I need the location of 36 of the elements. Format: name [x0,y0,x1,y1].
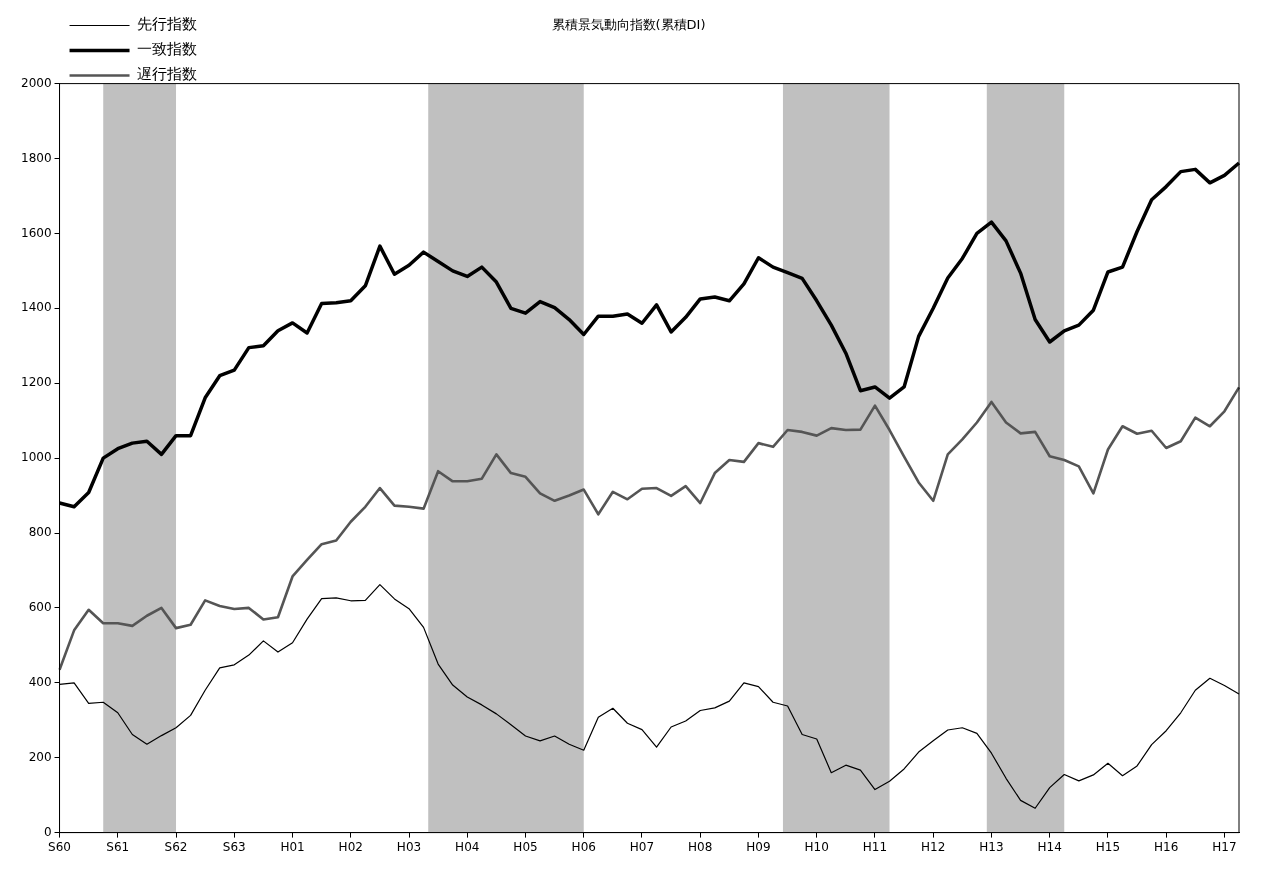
x-tick-label: H13 [979,839,1004,854]
y-tick-label: 1600 [20,225,52,240]
x-tick-label: H01 [280,839,305,854]
y-tick-label: 1400 [20,300,52,315]
x-tick-label: H04 [455,839,480,854]
legend-label: 先行指数 [137,15,198,34]
x-tick-label: S60 [48,839,71,854]
x-tick-label: H11 [862,839,888,854]
x-tick-label: H06 [571,839,596,854]
x-tick-label: S63 [222,839,246,854]
y-tick-label: 1800 [20,150,52,165]
chart-title: 累積景気動向指数(累積DI) [551,17,706,33]
x-tick-label: S62 [164,839,188,854]
x-tick-label: H08 [688,839,713,854]
y-tick-label: 2000 [20,75,52,90]
x-tick-label: H09 [746,839,771,854]
y-tick-label: 600 [28,600,52,615]
legend-label: 遅行指数 [137,65,198,84]
x-tick-label: H03 [396,839,422,854]
y-tick-label: 1200 [20,375,52,390]
x-tick-label: H17 [1212,839,1237,854]
x-tick-label: H16 [1154,839,1179,854]
y-tick-label: 1000 [20,450,52,465]
x-tick-label: H07 [629,839,655,854]
x-tick-label: H10 [804,839,829,854]
x-tick-label: S61 [106,839,130,854]
y-tick-label: 400 [28,674,52,689]
x-tick-label: H12 [921,839,946,854]
y-tick-label: 800 [28,525,52,540]
y-tick-label: 200 [28,749,52,764]
y-tick-label: 0 [43,824,52,839]
x-tick-label: H05 [513,839,538,854]
x-tick-label: H14 [1037,839,1062,854]
x-tick-label: H15 [1095,839,1121,854]
legend-label: 一致指数 [137,40,198,59]
x-tick-label: H02 [338,839,363,854]
